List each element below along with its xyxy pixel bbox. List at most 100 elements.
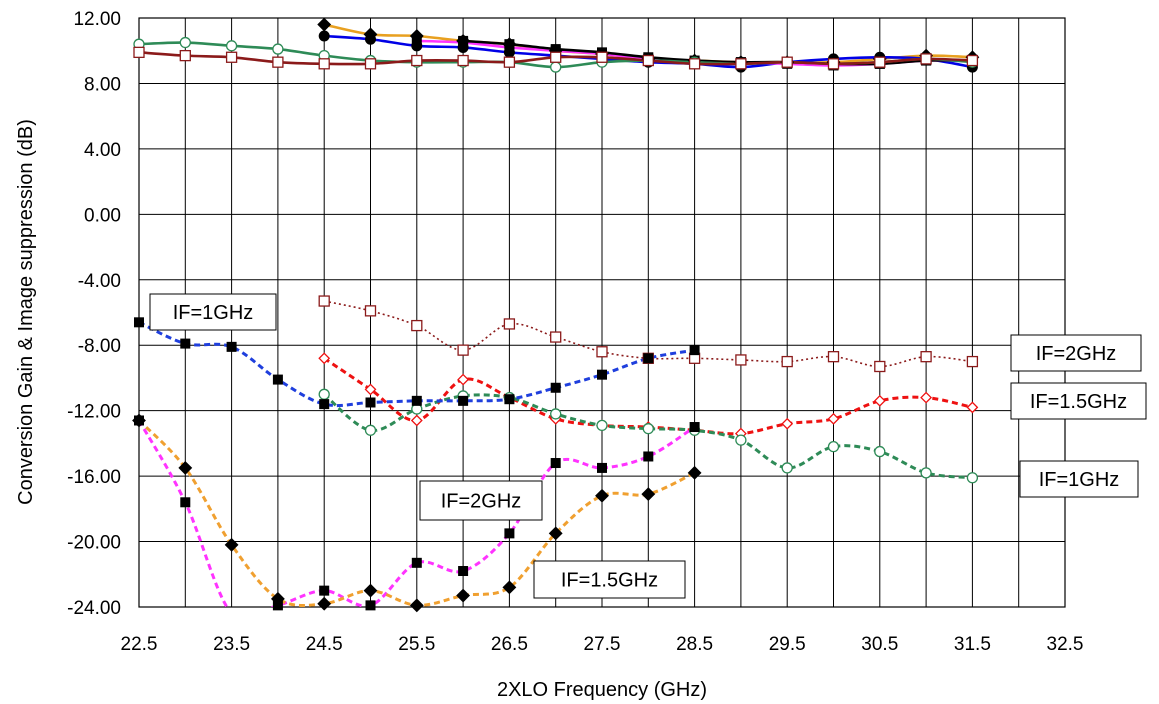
data-point	[318, 30, 330, 42]
data-point	[643, 451, 654, 462]
x-tick-label: 31.5	[954, 634, 991, 655]
data-point	[597, 369, 607, 380]
data-point	[132, 413, 146, 428]
data-point	[365, 33, 376, 45]
series-line	[323, 393, 973, 480]
data-point	[317, 596, 332, 611]
data-point	[735, 58, 747, 70]
data-point	[457, 344, 469, 356]
data-point	[225, 51, 238, 63]
data-point	[319, 585, 330, 596]
tick-labels: 22.5 23.5 24.5 25.5 26.5 27.5 28.5 29.5 30.5 31.5…	[67, 9, 1083, 655]
data-point	[595, 488, 609, 503]
data-point	[550, 61, 562, 73]
y-tick-label: -8.00	[78, 336, 121, 357]
annotations: IF=1GHz IF=2GHz IF=1.5GHz IF=1GHz IF=2GHz IF=…	[149, 293, 1147, 599]
data-point	[179, 36, 191, 49]
data-point	[318, 388, 330, 400]
x-axis-title: 2XLO Frequency (GHz)	[497, 679, 707, 701]
data-point	[409, 598, 424, 613]
data-point	[133, 46, 145, 59]
y-tick-label: -4.00	[78, 271, 121, 292]
data-point	[874, 360, 886, 373]
annotation-box	[419, 480, 543, 521]
data-point	[411, 319, 423, 332]
annotation-box	[1010, 382, 1147, 420]
data-point	[504, 394, 515, 405]
annotation-label: IF=1.5GHz	[561, 570, 658, 592]
data-point	[966, 54, 979, 67]
data-point	[411, 35, 422, 46]
data-point	[596, 51, 608, 63]
data-point	[596, 346, 608, 358]
data-point	[687, 465, 702, 480]
data-point	[735, 434, 747, 446]
annotation-label: IF=2GHz	[441, 491, 522, 513]
marker-group	[132, 17, 980, 613]
data-point	[365, 600, 376, 611]
annotation-label: IF=1GHz	[173, 302, 254, 324]
y-tick-label: -16.00	[67, 467, 121, 488]
data-point	[502, 580, 517, 595]
data-point	[272, 374, 283, 385]
y-tick-label: 8.00	[84, 74, 121, 95]
data-point	[458, 35, 469, 46]
x-tick-label: 32.5	[1047, 634, 1084, 655]
data-point	[503, 56, 516, 68]
data-point	[827, 412, 840, 425]
data-point	[548, 526, 563, 541]
data-point	[457, 54, 469, 67]
grid	[138, 17, 1066, 608]
data-point	[827, 58, 840, 70]
data-point	[364, 58, 377, 70]
x-tick-label: 29.5	[769, 634, 806, 655]
data-point	[781, 56, 793, 68]
data-point	[688, 58, 701, 70]
data-point	[781, 355, 793, 368]
x-tick-label: 28.5	[676, 634, 713, 655]
annotation-label: IF=2GHz	[1036, 343, 1117, 365]
data-point	[966, 472, 979, 484]
data-point	[458, 566, 469, 577]
data-point	[874, 445, 886, 458]
y-axis-title: Conversion Gain & Image suppression (dB)	[15, 119, 37, 505]
x-tick-label: 22.5	[121, 634, 158, 655]
data-point	[827, 441, 840, 453]
data-point	[550, 458, 561, 469]
data-point	[642, 423, 654, 435]
data-point	[920, 351, 932, 363]
y-tick-label: 0.00	[84, 205, 121, 226]
annotation-box	[149, 293, 277, 331]
data-point	[597, 462, 607, 473]
data-point	[689, 345, 700, 356]
annotation-box	[1010, 334, 1142, 372]
data-point	[457, 373, 470, 386]
data-point	[550, 382, 561, 393]
data-point	[226, 341, 237, 352]
y-tick-label: 4.00	[84, 140, 121, 161]
data-point	[458, 395, 469, 406]
annotation-box	[1019, 460, 1139, 498]
x-tick-label: 30.5	[861, 634, 898, 655]
data-point	[550, 51, 562, 63]
annotation-label: IF=1.5GHz	[1030, 391, 1127, 413]
data-point	[966, 355, 979, 368]
data-point	[456, 588, 471, 603]
data-point	[411, 54, 423, 67]
data-point	[364, 383, 377, 396]
data-point	[318, 295, 330, 307]
data-point	[319, 399, 330, 410]
data-point	[550, 408, 562, 420]
x-tick-label: 25.5	[398, 634, 435, 655]
data-point	[134, 317, 144, 328]
data-point	[874, 56, 886, 68]
data-point	[550, 331, 562, 343]
data-point	[272, 43, 284, 55]
x-tick-label: 23.5	[213, 634, 250, 655]
data-point	[920, 53, 932, 65]
data-point	[966, 401, 979, 414]
data-point	[920, 467, 932, 479]
y-tick-label: 12.00	[73, 9, 121, 30]
data-point	[504, 39, 515, 50]
